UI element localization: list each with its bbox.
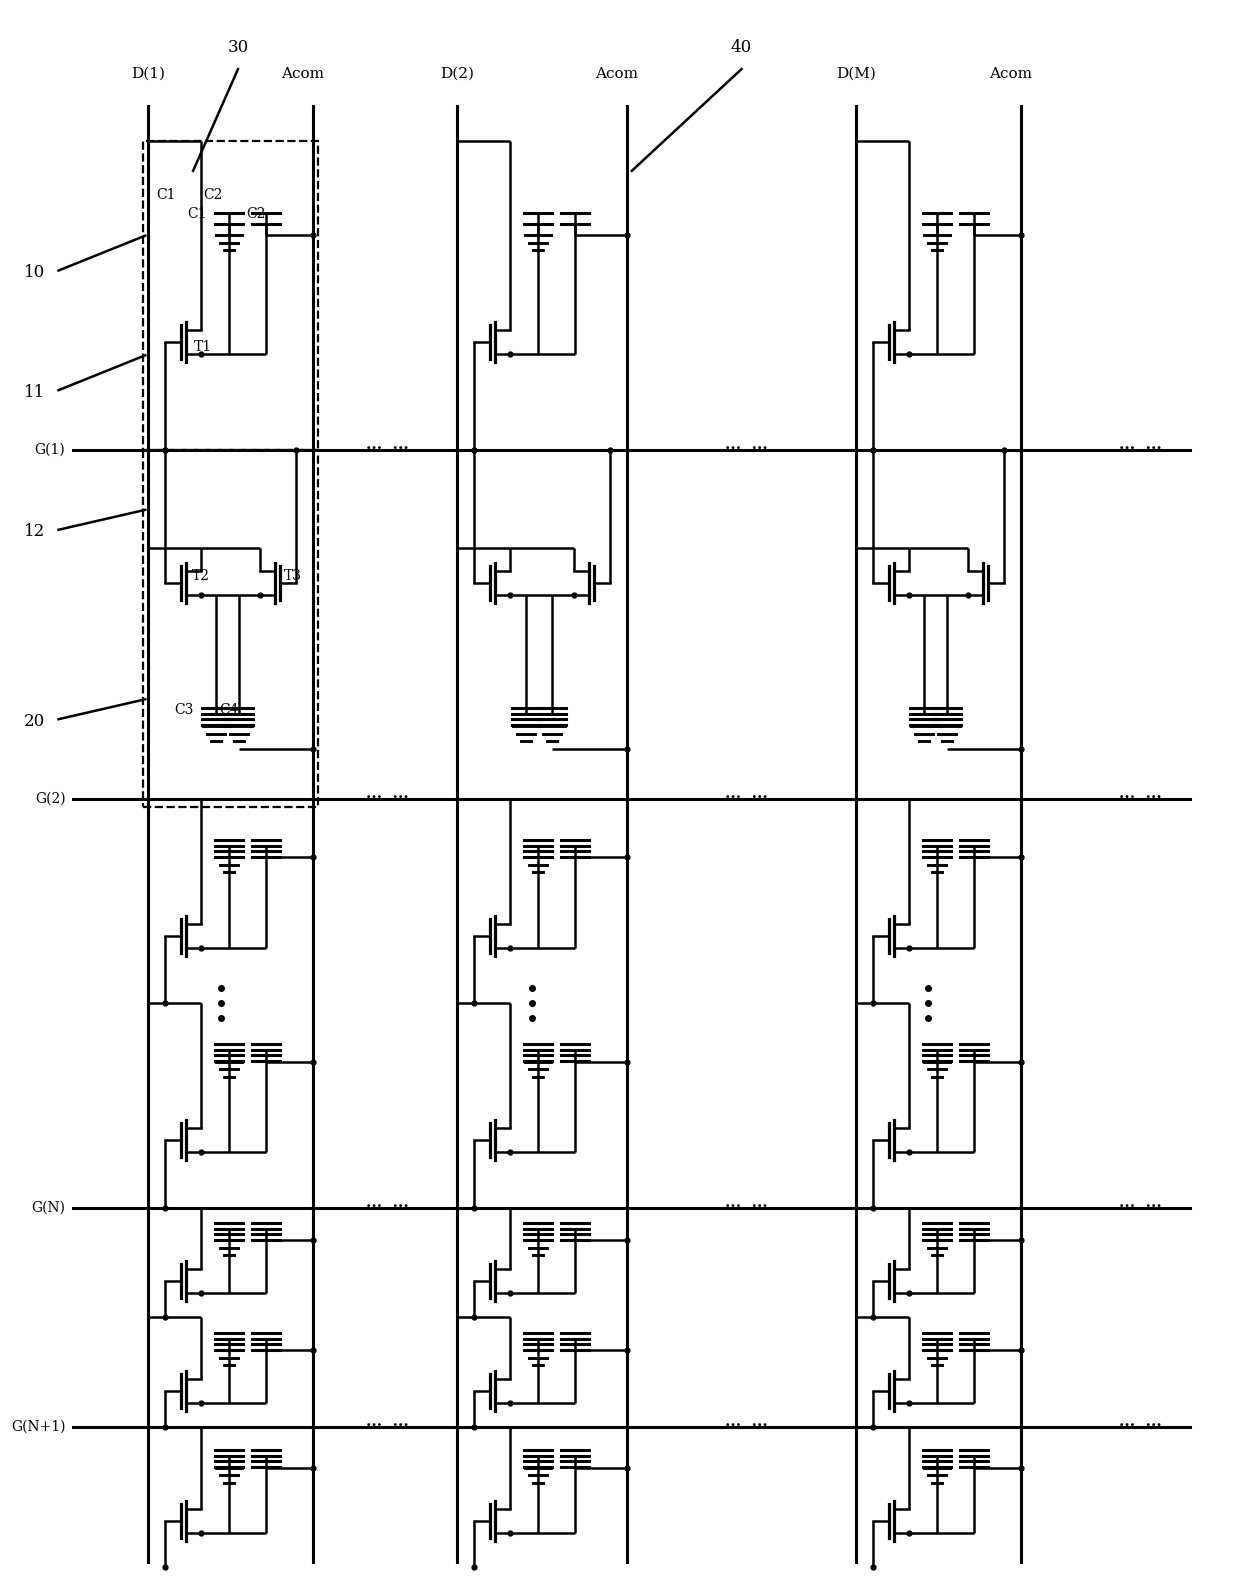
Text: Acom: Acom [990,67,1032,81]
Text: ...  ...: ... ... [1118,787,1162,801]
Text: T3: T3 [284,569,301,583]
Text: Acom: Acom [595,67,639,81]
Text: ...  ...: ... ... [1118,439,1162,451]
Text: C3: C3 [174,704,193,717]
Text: C2: C2 [203,188,222,202]
Text: ...  ...: ... ... [725,439,768,451]
Text: ...  ...: ... ... [725,1416,768,1429]
Text: 40: 40 [730,40,753,56]
Text: T1: T1 [195,340,212,354]
Text: C1: C1 [187,207,207,221]
Text: C2: C2 [247,207,265,221]
Text: G(N): G(N) [31,1201,66,1214]
Text: G(1): G(1) [35,443,66,458]
Text: ...  ...: ... ... [725,1197,768,1209]
Text: D(M): D(M) [836,67,877,81]
Text: 12: 12 [25,523,46,540]
Text: ...  ...: ... ... [725,787,768,801]
Text: ...  ...: ... ... [366,1197,409,1209]
Text: ...  ...: ... ... [366,787,409,801]
Text: D(2): D(2) [440,67,475,81]
Text: G(N+1): G(N+1) [11,1421,66,1435]
Text: T2: T2 [192,569,210,583]
Text: ...  ...: ... ... [1118,1416,1162,1429]
Text: 20: 20 [25,713,46,729]
Text: C1: C1 [156,188,176,202]
Text: ...  ...: ... ... [1118,1197,1162,1209]
Text: D(1): D(1) [131,67,165,81]
Text: G(2): G(2) [35,791,66,806]
Text: Acom: Acom [281,67,325,81]
Text: ...  ...: ... ... [366,1416,409,1429]
Text: 30: 30 [227,40,248,56]
Text: 11: 11 [25,383,46,400]
Text: 10: 10 [25,264,46,281]
Text: ...  ...: ... ... [366,439,409,451]
Text: C4: C4 [219,704,239,717]
